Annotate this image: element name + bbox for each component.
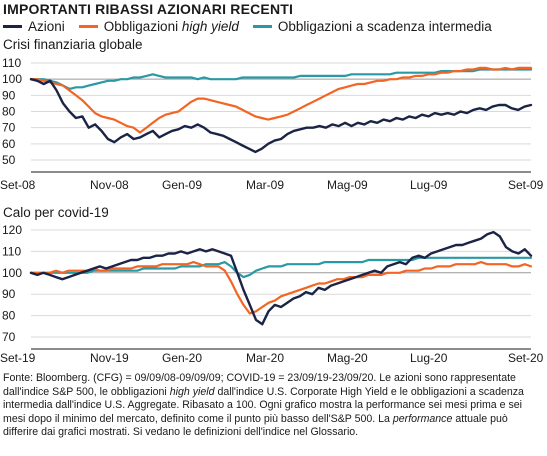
y-tick-label: 60: [2, 137, 16, 151]
chart-crisi-finanziaria: 50 60 70 80 90 100 110 Set-08 Nov-08 Gen-09 Mar-09…: [0, 56, 544, 192]
x-tick-label: Mag-20: [327, 351, 368, 365]
legend-item-azioni: Azioni: [3, 19, 65, 34]
legend: Azioni Obbligazioni high yield Obbligazi…: [3, 19, 506, 34]
chart-covid-19: 70 80 90 100 110 120 Set-19 Nov-19 Gen-20 Mar-20 M…: [0, 223, 544, 365]
footnote-italic-1: high yield: [169, 385, 215, 398]
y-tick-label: 50: [2, 153, 16, 167]
legend-label-high-yield: Obbligazioni: [103, 19, 182, 34]
legend-label-intermedia: Obbligazioni a scadenza intermedia: [277, 19, 492, 34]
legend-label-azioni: Azioni: [28, 19, 65, 34]
footnote: Fonte: Bloomberg. (CFG) = 09/09/08-09/09…: [3, 372, 543, 440]
footnote-text-1: Fonte: Bloomberg. (CFG) = 09/09/08-09/09…: [3, 372, 516, 398]
footnote-text-2: dall'indice U.S. Corporate High Yield e …: [3, 385, 524, 425]
legend-swatch-intermedia: [252, 25, 272, 28]
legend-swatch-azioni: [3, 25, 22, 28]
legend-label-high-yield-italic: high yield: [181, 19, 239, 34]
legend-item-intermedia: Obbligazioni a scadenza intermedia: [252, 19, 492, 34]
y-tick-label: 70: [2, 121, 16, 135]
legend-swatch-high-yield: [78, 25, 98, 28]
y-tick-label: 100: [2, 266, 22, 280]
x-tick-label: Set-19: [0, 351, 36, 365]
x-tick-label: Gen-09: [162, 178, 202, 192]
x-tick-label: Nov-08: [90, 178, 129, 192]
x-tick-label: Lug-09: [410, 178, 448, 192]
y-tick-label: 90: [2, 287, 16, 301]
legend-item-high-yield: Obbligazioni high yield: [78, 19, 239, 34]
y-tick-label: 80: [2, 309, 16, 323]
series-line-azioni: [29, 230, 533, 326]
footnote-text-3: attuale può differire dai grafici mostra…: [3, 412, 508, 439]
x-tick-label: Mar-09: [246, 178, 284, 192]
y-tick-label: 110: [2, 244, 21, 258]
y-tick-label: 100: [2, 72, 22, 86]
x-tick-label: Set-09: [508, 178, 544, 192]
series-line-high-yield: [29, 260, 533, 315]
x-tick-label: Nov-19: [90, 351, 129, 365]
series-line-intermedia: [29, 256, 533, 279]
chart1-title: Crisi finanziaria globale: [3, 37, 143, 52]
y-tick-label: 80: [2, 105, 16, 119]
footnote-italic-2: performance: [392, 412, 453, 425]
x-tick-label: Mar-20: [246, 351, 284, 365]
x-tick-label: Gen-20: [162, 351, 202, 365]
series-line-high-yield: [29, 66, 533, 134]
x-tick-label: Lug-20: [410, 351, 448, 365]
y-tick-label: 70: [2, 330, 16, 344]
page-title: IMPORTANTI RIBASSI AZIONARI RECENTI: [3, 1, 294, 17]
series-line-intermedia: [29, 68, 533, 90]
y-tick-label: 120: [2, 223, 22, 237]
chart2-title: Calo per covid-19: [3, 205, 109, 220]
y-tick-label: 90: [2, 88, 16, 102]
series-line-azioni: [29, 78, 533, 154]
x-tick-label: Set-08: [0, 178, 36, 192]
x-tick-label: Mag-09: [327, 178, 368, 192]
y-tick-label: 110: [2, 56, 21, 70]
x-tick-label: Set-20: [508, 351, 544, 365]
